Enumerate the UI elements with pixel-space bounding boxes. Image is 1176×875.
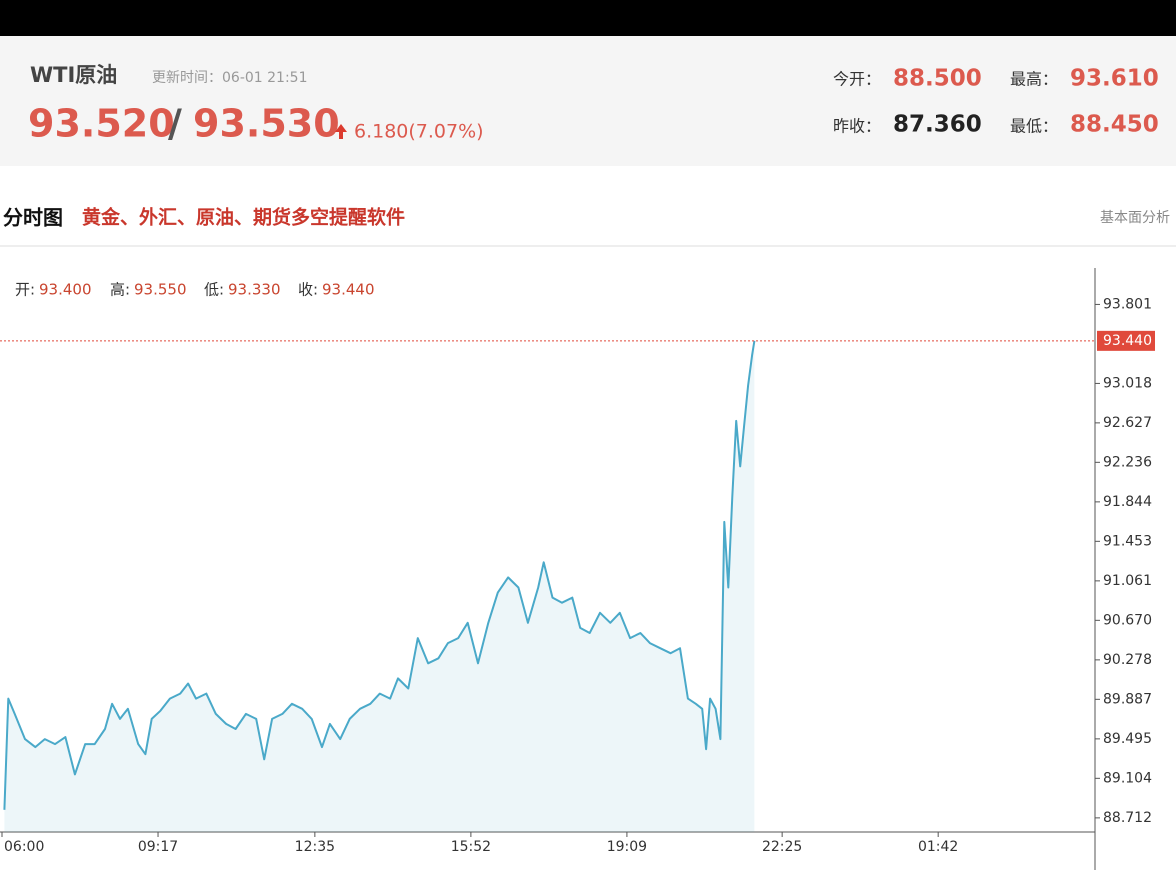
y-tick-label: 89.887 bbox=[1103, 691, 1152, 707]
y-tick-label: 91.844 bbox=[1103, 494, 1152, 510]
y-tick-label: 89.104 bbox=[1103, 770, 1152, 786]
area bbox=[4, 340, 755, 832]
promo-link[interactable]: 黄金、外汇、原油、期货多空提醒软件 bbox=[82, 206, 405, 229]
ohlc-label: 低: bbox=[204, 281, 224, 299]
ohlc-label: 高: bbox=[110, 281, 130, 299]
low-value: 88.450 bbox=[1070, 112, 1159, 138]
x-tick-label: 19:09 bbox=[607, 839, 647, 855]
y-tick-label: 92.627 bbox=[1103, 415, 1152, 431]
y-tick-label: 93.801 bbox=[1103, 296, 1152, 312]
y-tick-label: 88.712 bbox=[1103, 810, 1152, 826]
separator: / bbox=[168, 102, 182, 146]
current-price-label: 93.440 bbox=[1103, 333, 1152, 349]
tab-link[interactable]: 基本面分析 bbox=[1100, 209, 1170, 226]
x-tick-label: 22:25 bbox=[762, 839, 802, 855]
ohlc-value: 93.440 bbox=[322, 281, 375, 299]
low-label: 最低： bbox=[1010, 117, 1058, 136]
up-arrow bbox=[335, 124, 347, 139]
x-tick-label: 01:42 bbox=[918, 839, 958, 855]
y-tick-label: 90.670 bbox=[1103, 612, 1152, 628]
top-bar bbox=[0, 0, 1176, 36]
high-label: 最高： bbox=[1010, 70, 1058, 89]
open-value: 88.500 bbox=[893, 66, 982, 92]
ohlc-label: 开: bbox=[15, 281, 35, 299]
prev-close-value: 87.360 bbox=[893, 112, 982, 138]
y-tick-label: 90.278 bbox=[1103, 652, 1152, 668]
quote-panel bbox=[0, 36, 1176, 166]
bid-price: 93.520 bbox=[28, 102, 175, 146]
instrument-name: WTI原油 bbox=[30, 63, 117, 87]
y-tick-label: 93.018 bbox=[1103, 375, 1152, 391]
x-tick-label: 09:17 bbox=[138, 839, 178, 855]
price-line bbox=[3, 340, 756, 810]
ohlc-value: 93.550 bbox=[134, 281, 187, 299]
open-label: 今开： bbox=[833, 70, 881, 89]
ohlc-value: 93.400 bbox=[39, 281, 92, 299]
y-tick-label: 91.453 bbox=[1103, 533, 1152, 549]
high-value: 93.610 bbox=[1070, 66, 1159, 92]
chart: 开: 93.400 高: 93.550 低: 93.330 收: 93.44088.71289… bbox=[0, 268, 1155, 870]
update-time: 更新时间：06-01 21:51 bbox=[152, 70, 307, 86]
y-tick-label: 92.236 bbox=[1103, 454, 1152, 470]
ohlc-label: 收: bbox=[298, 281, 318, 299]
section-title: 分时图 bbox=[3, 206, 63, 230]
current-price-tag bbox=[1097, 330, 1155, 351]
x-tick-label: 15:52 bbox=[451, 839, 491, 855]
x-tick-label: 12:35 bbox=[295, 839, 335, 855]
y-tick-label: 91.061 bbox=[1103, 573, 1152, 589]
y-tick-label: 89.495 bbox=[1103, 731, 1152, 747]
ask-price: 93.530 bbox=[193, 102, 340, 146]
ohlc-value: 93.330 bbox=[228, 281, 281, 299]
prev-close-label: 昨收： bbox=[833, 117, 881, 136]
x-tick-label: 06:00 bbox=[4, 839, 44, 855]
change: 6.180(7.07%) bbox=[354, 121, 484, 143]
